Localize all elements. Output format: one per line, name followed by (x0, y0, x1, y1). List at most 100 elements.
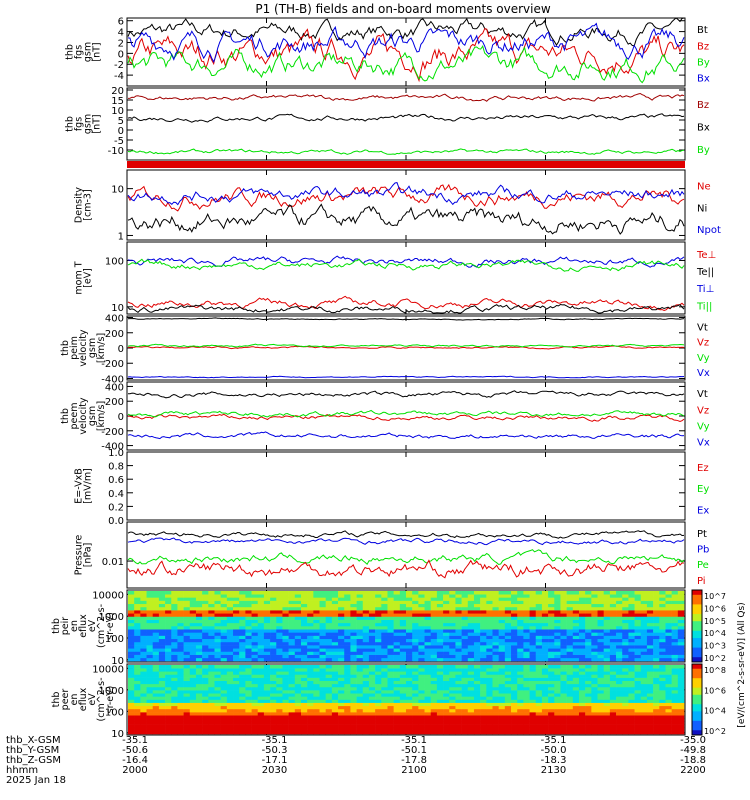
spec-cell (461, 686, 469, 691)
spec-cell (202, 671, 209, 675)
spec-cell (529, 680, 537, 685)
spec-cell (338, 690, 345, 694)
spec-cell (381, 674, 388, 678)
spec-cell (436, 600, 444, 605)
spec-cell (177, 686, 184, 691)
spec-cell (634, 727, 642, 732)
spec-cell (251, 638, 259, 643)
spec-cell (473, 712, 481, 716)
spec-cell (263, 683, 271, 688)
ylabel-line: gsm (87, 406, 98, 426)
spec-cell (134, 594, 141, 598)
spec-cell (152, 680, 160, 685)
spec-cell (195, 629, 203, 633)
spec-cell (307, 632, 314, 636)
spec-cell (585, 616, 592, 620)
spec-cell (325, 690, 333, 694)
spec-cell (257, 657, 265, 662)
ytick-label: 100 (105, 707, 124, 718)
spec-cell (609, 619, 617, 624)
spec-cell (591, 727, 598, 732)
spec-cell (609, 641, 617, 646)
spec-cell (171, 690, 178, 694)
spec-cell (146, 629, 154, 633)
spec-cell (134, 677, 141, 681)
spec-cell (195, 638, 203, 643)
spec-cell (529, 613, 537, 617)
spec-cell (436, 632, 444, 636)
spec-cell (177, 730, 184, 735)
spec-cell (307, 686, 314, 691)
colorbar-cell (692, 687, 702, 691)
spec-cell (331, 674, 339, 678)
spec-cell (511, 680, 518, 685)
spec-cell (319, 600, 326, 605)
spec-cell (677, 645, 685, 649)
spec-cell (424, 638, 432, 643)
spec-cell (208, 730, 215, 735)
spec-cell (375, 613, 382, 617)
spec-cell (659, 715, 666, 719)
spec-cell (344, 645, 351, 649)
spec-cell (288, 718, 296, 722)
spec-cell (368, 654, 376, 659)
spec-cell (325, 648, 333, 652)
spec-cell (449, 693, 456, 697)
spec-cell (572, 680, 580, 685)
spec-cell (671, 606, 679, 611)
spec-cell (430, 638, 438, 643)
spec-cell (399, 632, 407, 636)
spec-cell (134, 690, 141, 694)
spec-cell (183, 651, 191, 655)
spec-cell (263, 708, 271, 713)
spec-cell (560, 635, 567, 640)
spec-cell (671, 693, 679, 697)
spec-cell (535, 616, 543, 620)
spec-cell (529, 591, 537, 595)
spec-cell (659, 690, 666, 694)
spec-cell (195, 696, 203, 700)
spec-cell (282, 680, 289, 685)
spec-cell (418, 730, 425, 735)
spec-cell (214, 629, 221, 633)
spec-cell (263, 606, 271, 611)
spec-cell (677, 712, 685, 716)
spec-cell (362, 721, 370, 725)
colorbar-cell (692, 716, 702, 719)
spec-cell (597, 696, 604, 700)
spec-cell (677, 613, 685, 617)
spec-cell (609, 610, 617, 614)
spec-cell (436, 683, 444, 688)
spec-cell (338, 699, 345, 703)
spec-cell (480, 693, 487, 697)
spec-cell (628, 708, 635, 713)
spec-cell (387, 718, 394, 722)
spec-cell (128, 680, 135, 685)
spec-cell (480, 721, 487, 725)
spec-cell (214, 606, 221, 611)
spec-cell (177, 610, 184, 614)
spec-cell (251, 674, 259, 678)
spec-cell (226, 705, 234, 710)
spec-cell (677, 683, 685, 688)
spec-cell (338, 693, 345, 697)
spec-cell (270, 677, 277, 681)
spec-cell (214, 597, 221, 601)
spec-cell (294, 635, 302, 640)
spec-cell (313, 606, 320, 611)
spec-cell (158, 600, 166, 605)
spec-cell (350, 721, 357, 725)
spec-cell (492, 632, 499, 636)
spec-cell (566, 591, 574, 595)
spec-cell (424, 610, 432, 614)
spec-cell (634, 641, 642, 646)
spec-cell (263, 699, 271, 703)
spec-cell (523, 594, 530, 598)
spec-cell (597, 610, 604, 614)
spec-cell (276, 730, 283, 735)
spec-cell (677, 721, 685, 725)
spec-cell (640, 626, 648, 630)
spec-cell (591, 616, 598, 620)
spec-cell (461, 597, 469, 601)
spec-cell (307, 665, 314, 669)
